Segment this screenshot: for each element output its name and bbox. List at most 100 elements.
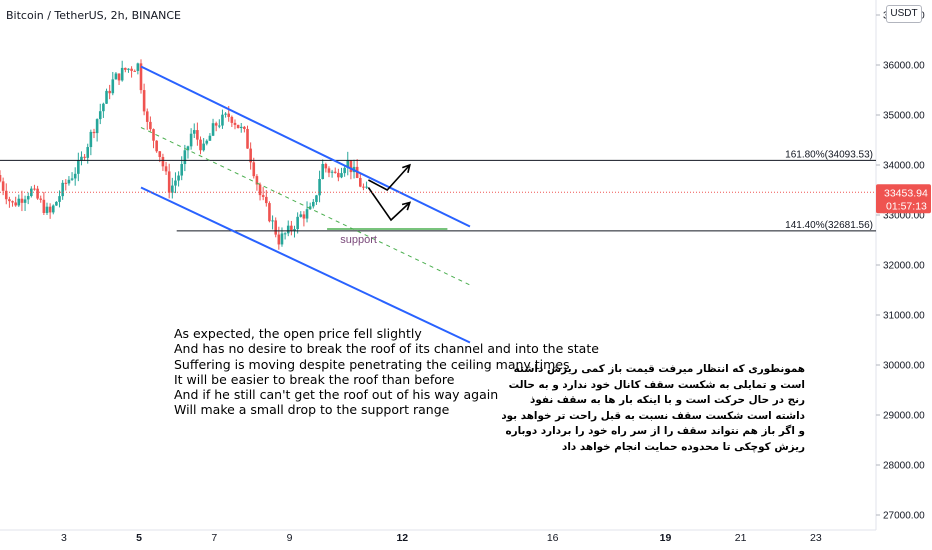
candle-body [0, 175, 2, 182]
candle-body [111, 79, 115, 94]
candle-body [136, 63, 140, 71]
candle-body [343, 167, 346, 174]
candle-body [318, 178, 321, 196]
candle-body [362, 186, 365, 188]
persian-annotation: همونطوری که انتظار میرفت قیمت باز کمی ری… [501, 362, 806, 455]
candle-body [61, 182, 64, 197]
candle-body [255, 176, 259, 185]
price-tick-label: 35000.00 [883, 111, 925, 122]
candle-body [83, 156, 86, 158]
projection-down-arrow-head [401, 201, 412, 211]
candle-body [26, 196, 30, 200]
candle-body [274, 220, 278, 235]
time-tick-label: 16 [547, 532, 559, 544]
english-annotation-line: It will be easier to break the roof than… [174, 371, 455, 387]
drawing-tools: 161.80%(34093.53) 141.40%(32681.56) suppor… [0, 65, 876, 344]
candle-body [86, 147, 90, 158]
candle-body [124, 67, 127, 70]
candle-body [280, 233, 284, 245]
candle-body [80, 156, 83, 161]
candle-body [167, 171, 171, 193]
candle-body [252, 162, 256, 177]
currency-badge[interactable]: USDT [886, 5, 922, 23]
candle-body [152, 129, 155, 141]
candle-body [4, 190, 8, 200]
english-annotation-line: And has no desire to break the roof of i… [174, 341, 599, 357]
candle-body [155, 140, 158, 152]
bar-countdown: 01:57:13 [886, 200, 927, 212]
candle-body [8, 199, 11, 202]
candle-body [346, 160, 350, 168]
candle-body [246, 128, 249, 149]
candle-body [337, 172, 340, 178]
candle-body [23, 199, 27, 203]
price-tick-label: 27000.00 [883, 511, 925, 522]
candle-body [305, 209, 309, 219]
price-axis[interactable]: 27000.00 28000.00 29000.00 30000.00 31000.00… [875, 0, 925, 530]
time-tick-label: 3 [61, 532, 67, 544]
candle-body [211, 123, 215, 136]
projection-up-arrow-head [402, 163, 411, 173]
candle-body [95, 119, 99, 134]
candle-body [133, 70, 137, 72]
candle-body [142, 90, 146, 112]
candle-body [1, 181, 5, 191]
candle-body [30, 188, 33, 197]
candle-body [330, 171, 334, 173]
last-price-value: 33453.94 [884, 187, 928, 199]
candle-body [33, 188, 36, 190]
symbol-title: Bitcoin / TetherUS, 2h, BINANCE [6, 9, 182, 22]
price-tick-label: 32000.00 [883, 261, 925, 272]
candle-body [299, 214, 303, 217]
candle-body [48, 206, 52, 213]
candle-body [324, 163, 328, 169]
candle-body [114, 73, 118, 80]
price-tick-label: 28000.00 [883, 461, 925, 472]
time-axis[interactable]: 3 5 7 9 12 16 19 21 23 [0, 529, 876, 544]
candle-body [186, 146, 190, 151]
candle-body [77, 160, 80, 174]
persian-annotation-line: و اگر باز هم نتواند سقف را از سر راه خود… [505, 425, 806, 437]
candle-body [265, 196, 268, 204]
candle-body [365, 186, 368, 188]
english-annotation-line: And if he still can't get the roof out o… [174, 387, 499, 403]
channel-lower-line [140, 186, 471, 344]
candle-body [11, 201, 14, 203]
candle-body [139, 63, 143, 91]
candle-body [202, 143, 205, 151]
candle-body [258, 184, 262, 196]
candle-body [180, 164, 184, 176]
candle-body [296, 216, 299, 230]
last-price-badge [876, 184, 931, 214]
candle-body [183, 150, 187, 165]
candle-body [236, 124, 240, 129]
candle-body [249, 148, 252, 163]
candle-body [277, 234, 281, 245]
candle-body [149, 121, 152, 130]
candle-body [174, 180, 177, 186]
candle-body [130, 68, 133, 71]
candle-body [171, 185, 174, 193]
candle-body [315, 195, 318, 202]
candle-body [349, 160, 353, 173]
persian-annotation-line: داشته است شکست سقف نسبت به قبل راحت تر خ… [501, 409, 805, 422]
candle-body [333, 171, 337, 173]
candle-body [208, 135, 212, 141]
candle-body [227, 113, 231, 117]
candle-body [189, 133, 193, 147]
persian-annotation-line: همونطوری که انتظار میرفت قیمت باز کمی ری… [513, 363, 805, 375]
english-annotation-line: As expected, the open price fell slightl… [174, 326, 422, 341]
candle-body [283, 233, 287, 235]
candle-body [290, 225, 293, 231]
fib-level-label: 161.80%(34093.53) [785, 149, 873, 160]
candlestick-series [0, 59, 368, 250]
candle-body [45, 206, 49, 213]
candle-body [36, 188, 39, 199]
candle-body [67, 179, 71, 184]
candle-body [20, 198, 24, 203]
candle-body [233, 122, 237, 125]
english-annotation: As expected, the open price fell slightl… [174, 326, 599, 418]
candle-body [58, 196, 61, 202]
candle-body [14, 202, 17, 206]
